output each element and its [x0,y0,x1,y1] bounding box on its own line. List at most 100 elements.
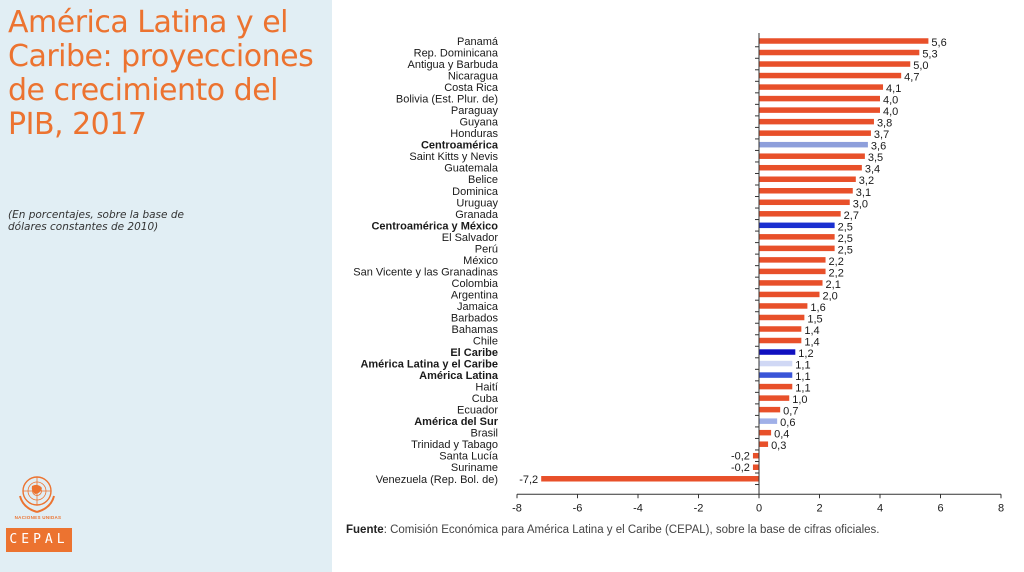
category-label: Panamá [457,36,499,48]
value-label: 1,1 [795,371,810,383]
value-label: 2,0 [823,290,838,302]
bar-28 [759,360,793,367]
value-label: 3,6 [871,141,886,153]
bar-19 [759,257,826,263]
value-label: 4,0 [883,95,898,107]
value-label: 2,5 [838,244,853,256]
value-label: 0,6 [780,417,795,429]
category-label: Santa Lucía [439,451,499,463]
value-label: 0,3 [771,440,786,452]
category-label: Guyana [459,117,498,129]
bar-17 [759,234,835,240]
value-label: 3,1 [856,187,871,199]
category-label: Cuba [472,393,499,405]
category-label: Bahamas [452,324,499,336]
value-label: 2,2 [829,256,844,268]
value-label: 1,6 [810,302,825,314]
value-label: -0,2 [731,462,750,474]
category-label: Granada [455,209,499,221]
category-label: América Latina y el Caribe [360,359,498,371]
bar-33 [759,418,778,424]
bar-37 [752,464,759,470]
category-label: Honduras [450,128,498,140]
value-label: 1,5 [807,313,822,325]
category-label: Perú [475,243,498,255]
category-label: Rep. Dominicana [414,48,499,60]
bar-22 [759,291,820,298]
left-panel: América Latina y el Caribe: proyecciones… [0,0,332,572]
category-label: Centroamérica [421,140,499,152]
x-tick-label: 4 [877,502,883,514]
value-labels-group: 5,65,35,04,74,14,04,03,83,73,63,53,43,23… [519,37,946,486]
bar-20 [759,268,826,275]
value-label: 0,4 [774,429,789,441]
bar-10 [759,153,865,159]
value-label: 2,7 [844,210,859,222]
category-label: Brasil [470,428,498,440]
bar-2 [759,61,911,67]
category-label: Paraguay [451,105,499,117]
bar-7 [759,118,874,125]
source-text: : Comisión Económica para América Latina… [383,524,880,536]
bar-15 [759,211,841,217]
bar-32 [759,406,781,413]
bar-14 [759,199,850,206]
category-label: Nicaragua [448,71,499,83]
x-tick-label: -4 [633,502,643,514]
page-title: América Latina y el Caribe: proyecciones… [8,5,314,142]
category-label: Venezuela (Rep. Bol. de) [376,474,498,486]
category-label: Barbados [451,312,499,324]
bar-12 [759,176,856,182]
value-label: 0,7 [783,406,798,418]
value-label: -0,2 [731,451,750,463]
value-label: 2,5 [838,221,853,233]
category-label: Saint Kitts y Nevis [409,151,498,163]
value-label: 5,3 [922,49,937,61]
category-label: Centroamérica y México [371,220,498,232]
bar-1 [759,49,920,56]
bar-36 [752,452,759,459]
bar-29 [759,372,793,378]
value-label: 1,1 [795,360,810,372]
bar-18 [759,245,835,252]
bar-6 [759,107,880,113]
value-label: -7,2 [519,474,538,486]
bar-8 [759,130,871,136]
category-label: Haití [475,382,498,394]
category-label: Argentina [451,289,499,301]
value-label: 1,1 [795,383,810,395]
bar-11 [759,164,862,171]
category-label: Colombia [452,278,499,290]
x-tick-label: -2 [694,502,704,514]
value-label: 2,1 [826,279,841,291]
value-label: 1,0 [792,394,807,406]
value-label: 2,2 [829,267,844,279]
bar-4 [759,84,884,90]
bar-23 [759,303,808,309]
category-label: Uruguay [456,197,498,209]
bar-38 [541,476,759,482]
category-label: San Vicente y las Granadinas [353,266,498,278]
x-axis-group: -8 -6 -4 -2 0 2 4 6 8 [512,33,1004,514]
bar-26 [759,337,802,344]
x-tick-label: 2 [816,502,822,514]
value-label: 3,4 [865,164,880,176]
value-label: 3,8 [877,118,892,130]
un-emblem-icon [19,476,55,513]
bar-25 [759,326,802,332]
category-label: El Caribe [450,347,498,359]
value-label: 3,5 [868,152,883,164]
value-label: 1,4 [804,325,819,337]
value-label: 5,6 [931,37,946,49]
bar-35 [759,441,769,447]
category-label: Costa Rica [444,82,499,94]
subtitle: (En porcentajes, sobre la base de dólare… [8,209,184,233]
value-label: 3,7 [874,129,889,141]
category-label: Chile [473,336,498,348]
category-label: Dominica [452,186,499,198]
bar-16 [759,222,835,229]
value-label: 1,4 [804,337,819,349]
bar-0 [759,38,929,44]
